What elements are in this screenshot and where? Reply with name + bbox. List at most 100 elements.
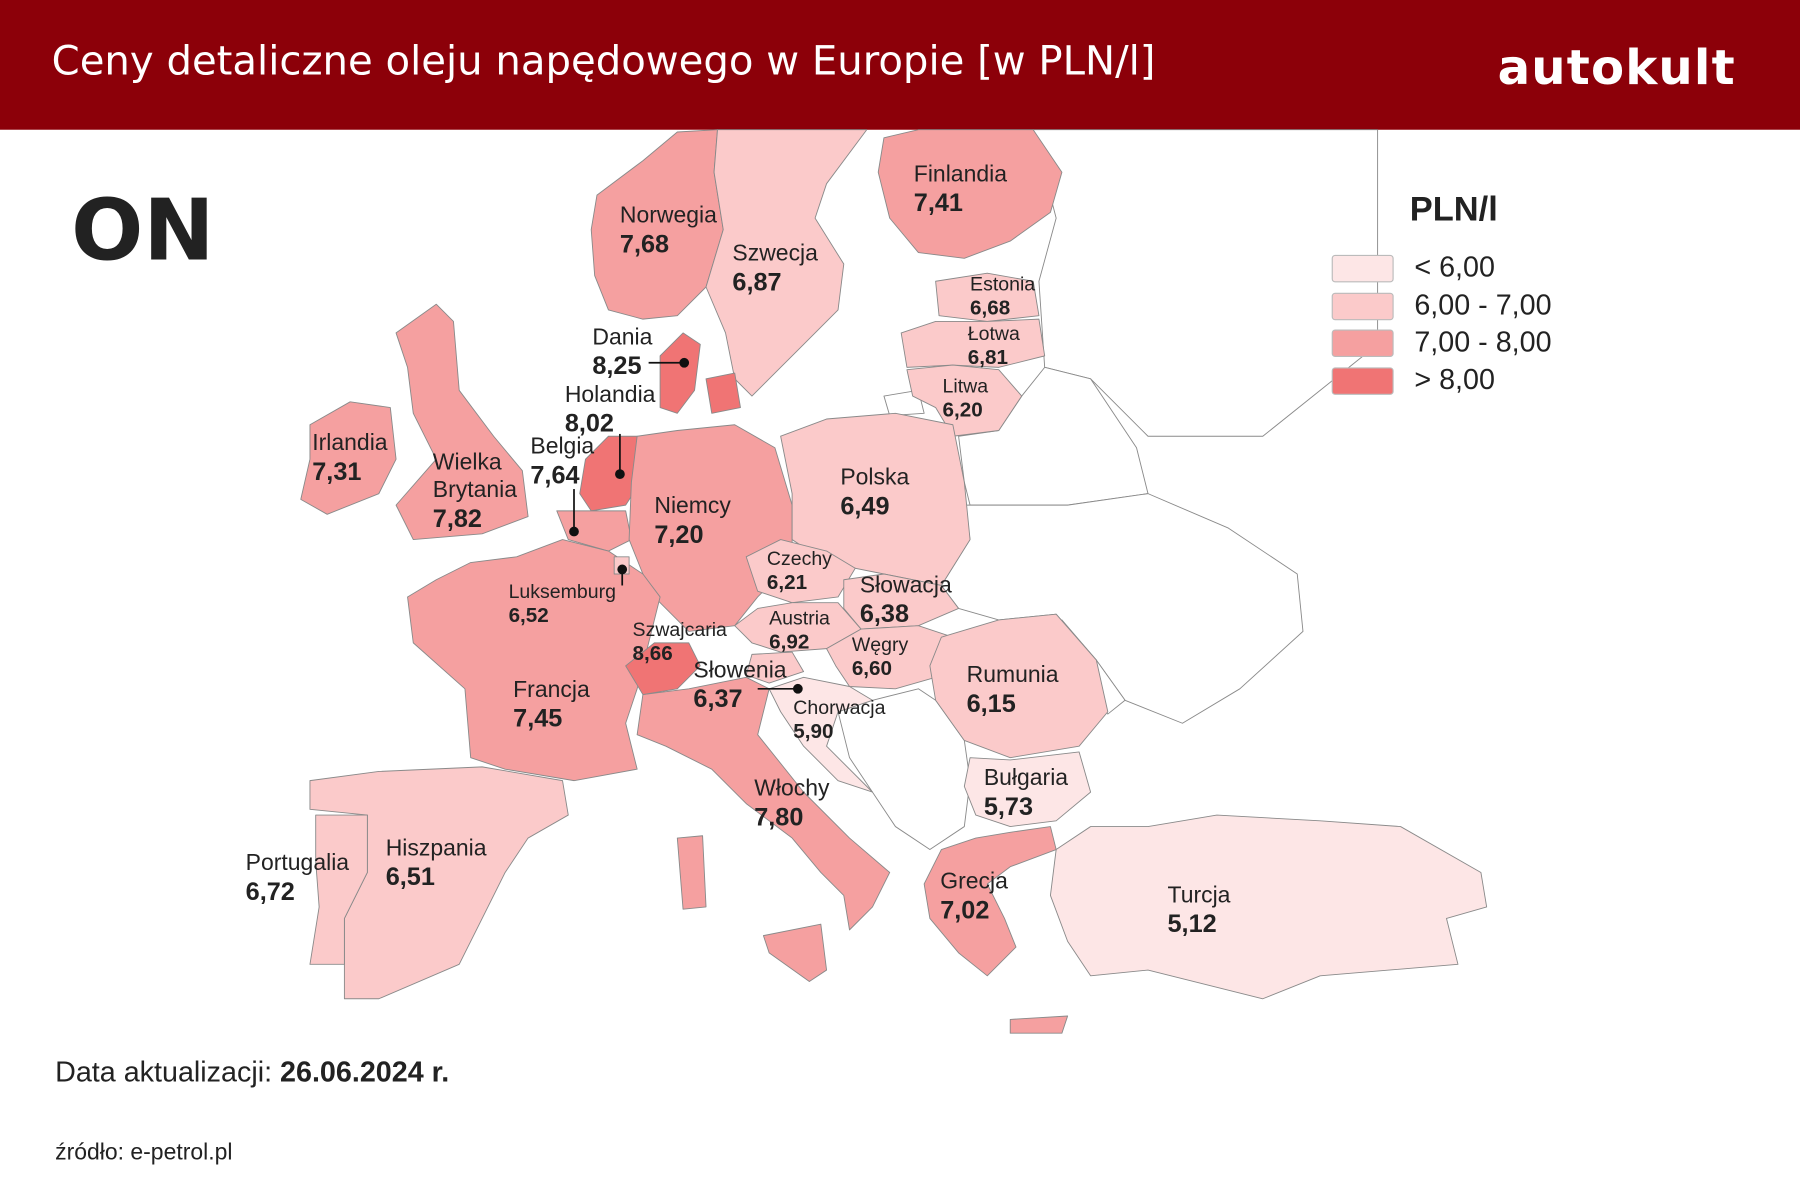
country-name: Włochy [754, 776, 830, 802]
country-label: Irlandia 7,31 [312, 429, 387, 487]
country-name: Norwegia [619, 203, 717, 229]
legend-label: 6,00 - 7,00 [1414, 288, 1552, 321]
country-name: Czechy [766, 547, 832, 570]
country-label: Hiszpania 6,51 [386, 835, 487, 893]
country-shape [768, 676, 873, 793]
country-price: 5,73 [983, 792, 1034, 821]
country-label: Turcja 5,12 [1168, 882, 1231, 940]
country-name: Estonia [970, 273, 1036, 296]
country-label: Holandia 8,02 [565, 381, 656, 439]
header-bar [0, 0, 1800, 130]
country-label: Szwecja 6,87 [732, 240, 818, 298]
country-label: Węgry 6,60 [852, 634, 908, 682]
country-price: 7,82 [432, 503, 482, 533]
country-label: Włochy 7,80 [754, 775, 829, 833]
country-shape [676, 835, 707, 910]
country-price: 6,38 [859, 599, 910, 628]
russia [1032, 129, 1379, 437]
country-shape [745, 651, 805, 684]
country-name: Bułgaria [983, 765, 1069, 791]
country-name: Łotwa [967, 322, 1020, 345]
country-shape [407, 539, 661, 782]
country-name: Szwajcaria [632, 618, 727, 641]
country-label: Chorwacja 5,90 [793, 697, 885, 745]
country-label: Norwegia 7,68 [620, 202, 717, 260]
country-name: Irlandia [312, 430, 388, 456]
country-price: 6,68 [970, 296, 1011, 320]
country-shape [923, 826, 1057, 977]
country-name: Turcja [1167, 882, 1231, 909]
country-name: Portugalia [245, 850, 350, 876]
legend-label: 7,00 - 8,00 [1414, 326, 1552, 359]
country-price: 8,66 [632, 642, 673, 666]
country-shape [636, 676, 891, 931]
country-shape [659, 332, 701, 414]
country-price: 7,20 [654, 520, 704, 549]
country-price: 6,72 [245, 877, 295, 906]
country-price: 7,41 [913, 188, 963, 217]
country-label: Belgia 7,64 [530, 433, 594, 491]
land [300, 129, 1488, 1034]
country-name: Francja [513, 677, 590, 703]
country-price: 6,60 [851, 657, 893, 681]
legend-label: < 6,00 [1414, 251, 1495, 284]
legend-swatch [1331, 292, 1394, 320]
country-shape [1049, 814, 1488, 1000]
country-price: 5,90 [793, 720, 834, 744]
legend-swatch [1331, 366, 1394, 395]
country-label: Dania 8,25 [592, 324, 652, 382]
country-label: Estonia 6,68 [970, 273, 1035, 321]
country-price: 7,02 [940, 895, 990, 925]
date-label: Data aktualizacji: [55, 1056, 273, 1089]
country-shape [300, 401, 397, 515]
country-label: Litwa 6,20 [943, 375, 989, 423]
country-name: Belgia [530, 433, 595, 460]
country-price: 8,25 [592, 351, 642, 380]
country-shape [1009, 1015, 1069, 1034]
leaders [569, 357, 803, 694]
country-price: 8,02 [564, 408, 614, 438]
title: Ceny detaliczne oleju napędowego w Europ… [51, 39, 1156, 85]
date-value: 26.06.2024 r. [280, 1056, 450, 1089]
country-name: Grecja [940, 869, 1008, 895]
country-name: Holandia [564, 382, 656, 408]
source: źródło: e-petrol.pl [55, 1139, 233, 1166]
country-price: 7,68 [619, 229, 670, 259]
country-label: Słowacja 6,38 [860, 572, 952, 630]
country-label: Portugalia 6,72 [246, 850, 349, 908]
country-price: 6,15 [966, 688, 1016, 718]
country-label: Niemcy 7,20 [654, 492, 731, 550]
leader-dot [617, 564, 628, 575]
country-shape [395, 303, 529, 541]
country-price: 6,51 [385, 862, 435, 891]
country-shape [906, 364, 1023, 437]
legend-swatch [1331, 254, 1394, 283]
country-price: 7,64 [530, 460, 580, 490]
country-label: Czechy 6,21 [767, 548, 832, 596]
country-label: Luksemburg 6,52 [509, 581, 616, 629]
country-price: 6,37 [693, 684, 743, 713]
country-label: Finlandia 7,41 [914, 161, 1007, 219]
country-shape [309, 814, 368, 965]
country-shape [625, 642, 701, 695]
country-price: 6,87 [732, 267, 782, 297]
country-shape [705, 372, 741, 414]
country-shape [963, 751, 1092, 828]
country-name: Austria [769, 607, 830, 630]
country-price: 6,20 [942, 398, 983, 422]
country-price: 6,52 [508, 604, 549, 628]
country-shape [628, 424, 793, 632]
country-label: Łotwa 6,81 [968, 323, 1020, 371]
country-label: Słowenia 6,37 [693, 657, 786, 715]
brand: autokult [1497, 39, 1736, 96]
country-name: Szwecja [732, 241, 818, 267]
country-shape [935, 272, 1040, 322]
country-label: Austria 6,92 [769, 607, 830, 655]
update-date: Data aktualizacji: 26.06.2024 r. [55, 1056, 449, 1089]
country-name: Polska [840, 464, 910, 491]
country-shape [900, 318, 1046, 368]
country-shape [705, 129, 868, 397]
